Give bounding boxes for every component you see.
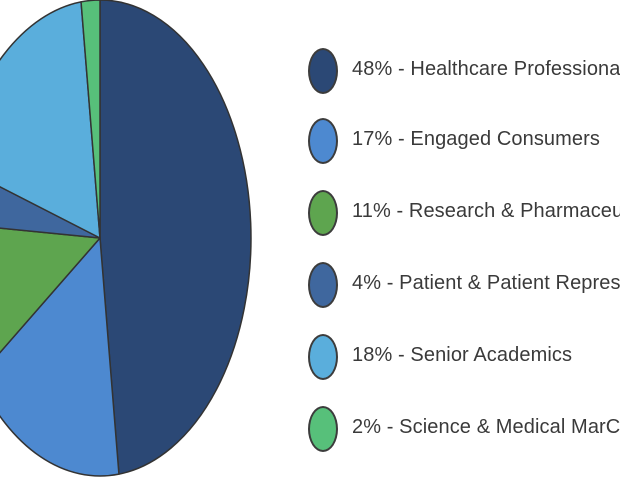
legend-label-engaged-consumers: 17% - Engaged Consumers [352,128,600,150]
legend-label-patient-representatives: 4% - Patient & Patient Represent [352,272,620,294]
legend-label-science-medical-marcoms: 2% - Science & Medical MarComs [352,416,620,438]
legend-item-engaged-consumers: 17% - Engaged Consumers [308,118,620,166]
pie-slice-healthcare-professional [99,0,252,475]
legend-label-senior-academics: 18% - Senior Academics [352,344,573,366]
legend-swatch-patient-representatives [308,262,338,308]
legend-swatch-science-medical-marcoms [308,406,338,452]
pie-slice-science-medical-marcoms [80,0,101,239]
legend-item-senior-academics: 18% - Senior Academics [308,334,620,382]
legend-label-research-pharmaceutical: 11% - Research & Pharmaceutical [352,200,620,222]
legend-label-healthcare-professional: 48% - Healthcare Professional [352,58,620,80]
chart-legend: 48% - Healthcare Professional 17% - Enga… [308,48,620,468]
legend-item-research-pharmaceutical: 11% - Research & Pharmaceutical [308,190,620,238]
legend-swatch-engaged-consumers [308,118,338,164]
pie-slice-research-pharmaceutical [0,227,101,354]
legend-item-patient-representatives: 4% - Patient & Patient Represent [308,262,620,310]
pie-slice-engaged-consumers [0,237,120,477]
legend-swatch-research-pharmaceutical [308,190,338,236]
legend-swatch-senior-academics [308,334,338,380]
legend-swatch-healthcare-professional [308,48,338,94]
pie-slice-senior-academics [0,1,101,239]
legend-item-science-medical-marcoms: 2% - Science & Medical MarComs [308,406,620,454]
legend-item-healthcare-professional: 48% - Healthcare Professional [308,48,620,96]
